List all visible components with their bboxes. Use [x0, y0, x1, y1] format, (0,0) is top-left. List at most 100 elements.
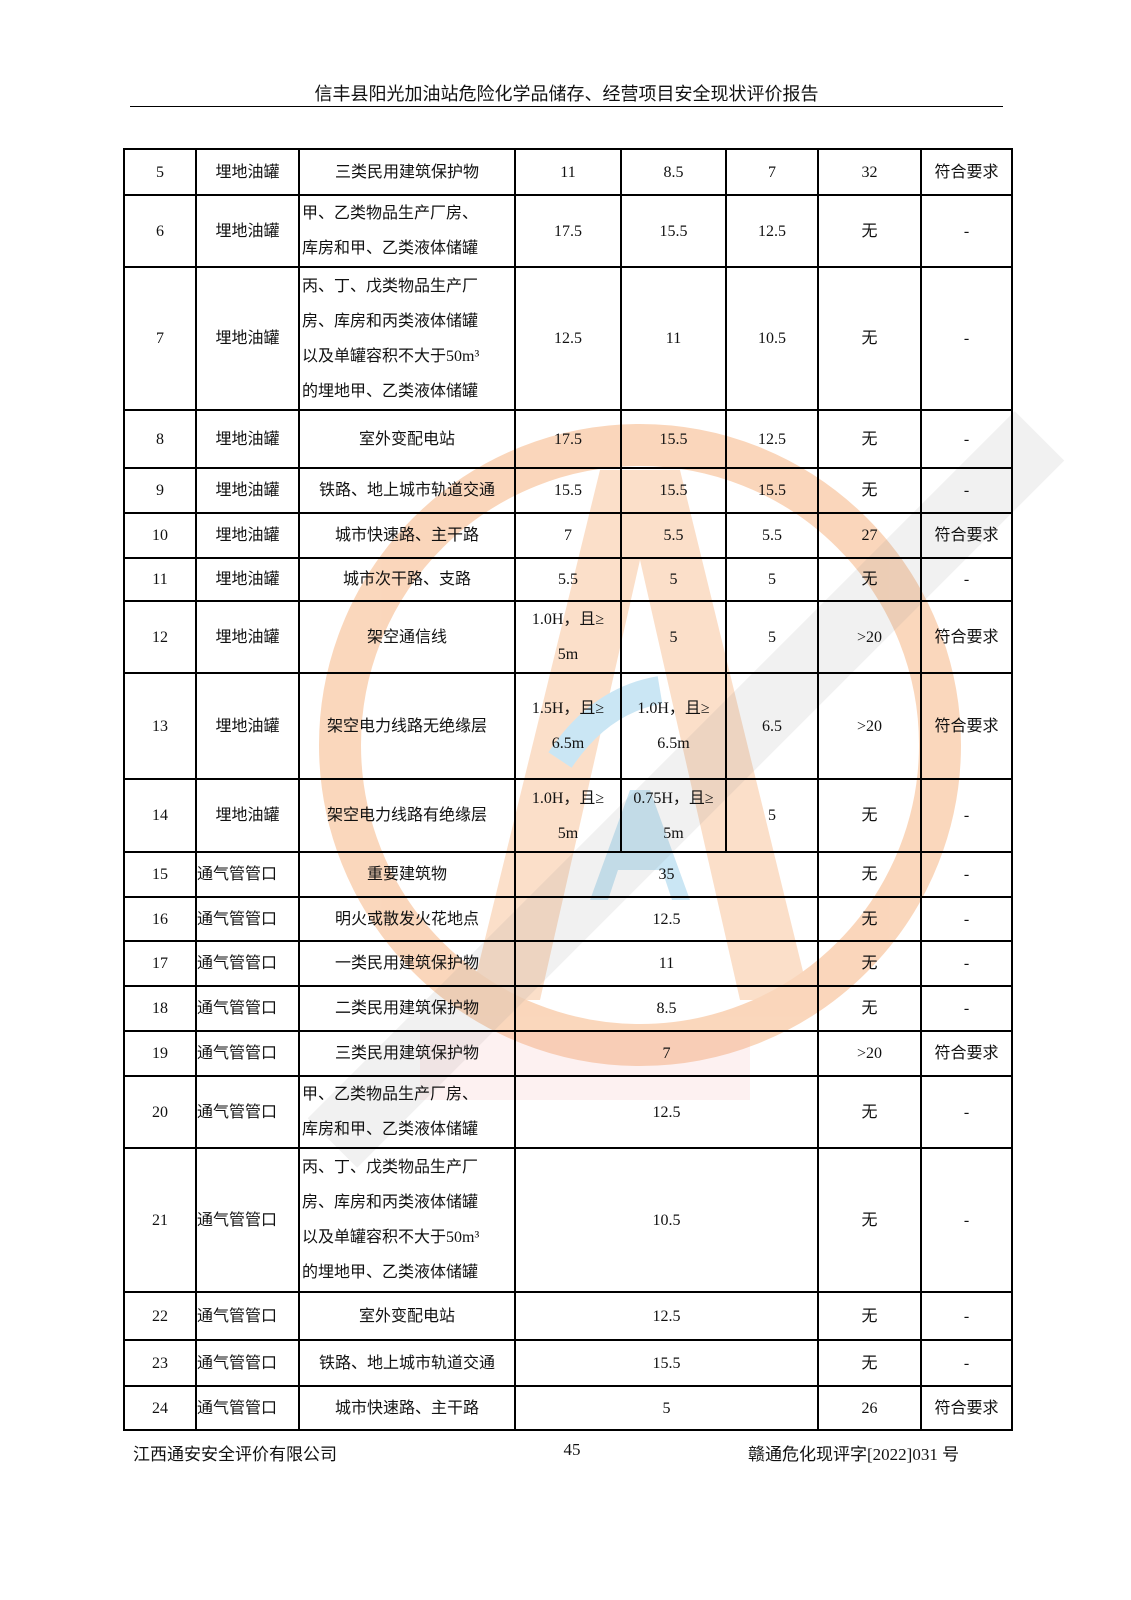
- table-row: 22 通气管管口 室外变配电站 12.5 无 -: [123, 1291, 1013, 1341]
- cell-line: 11: [665, 330, 682, 347]
- required-distance-2: 5.5: [620, 512, 727, 559]
- cell-line: 一类民用建筑保护物: [334, 955, 479, 972]
- nearby-object: 丙、丁、戊类物品生产厂 房、库房和丙类液体储罐 以及单罐容积不大于50m³ 的埋地甲、…: [298, 266, 516, 411]
- table-row: 20 通气管管口 甲、乙类物品生产厂房、 库房和甲、乙类液体储罐 12.5 无 -: [123, 1075, 1013, 1149]
- row-number: 5: [123, 148, 197, 196]
- cell-line: 铁路、地上城市轨道交通: [318, 1354, 495, 1372]
- cell-line: 5m: [557, 824, 579, 842]
- table-row: 6 埋地油罐 甲、乙类物品生产厂房、 库房和甲、乙类液体储罐 17.5 15.5 12.5 无…: [123, 194, 1013, 268]
- header-divider: [130, 106, 1003, 107]
- required-distance-1: 17.5: [514, 194, 622, 268]
- cell-line: 明火或散发火花地点: [334, 910, 479, 928]
- cell-line: 5.5: [663, 527, 684, 544]
- cell-line: 7: [564, 527, 572, 544]
- cell-line: 丙、丁、戊类物品生产厂: [302, 1159, 479, 1176]
- required-distance-2: 1.0H，且≥ 6.5m: [620, 672, 727, 780]
- result: -: [920, 467, 1013, 514]
- cell-line: 的埋地甲、乙类液体储罐: [302, 1264, 479, 1281]
- page-header-title: 信丰县阳光加油站危险化学品储存、经营项目安全现状评价报告: [314, 84, 819, 104]
- cell-line: 7: [768, 163, 776, 181]
- required-distance-2: 5: [620, 600, 727, 674]
- required-distance-3: 5: [725, 557, 819, 602]
- row-number: 7: [123, 266, 197, 411]
- cell-line: 架空电力线路无绝缘层: [326, 717, 487, 735]
- actual-distance: 无: [817, 194, 922, 268]
- actual-distance: >20: [817, 672, 922, 780]
- table-row: 17 通气管管口 一类民用建筑保护物 11 无 -: [123, 940, 1013, 987]
- actual-distance: 无: [817, 851, 922, 898]
- required-distance-3: 5: [725, 600, 819, 674]
- nearby-object: 室外变配电站: [298, 409, 516, 469]
- table-row: 7 埋地油罐 丙、丁、戊类物品生产厂 房、库房和丙类液体储罐 以及单罐容积不大于50m³…: [123, 266, 1013, 411]
- nearby-object: 重要建筑物: [298, 851, 516, 898]
- required-distance-2: 15.5: [620, 467, 727, 514]
- cell-line: 5m: [557, 646, 579, 663]
- cell-line: 1.5H，且≥: [531, 700, 605, 717]
- required-distance-3: 12.5: [725, 194, 819, 268]
- required-distance-3: 15.5: [725, 467, 819, 514]
- required-distance-3: 7: [725, 148, 819, 196]
- required-distance-1: 1.5H，且≥ 6.5m: [514, 672, 622, 780]
- table-row: 18 通气管管口 二类民用建筑保护物 8.5 无 -: [123, 985, 1013, 1032]
- row-number: 13: [123, 672, 197, 780]
- actual-distance: 无: [817, 1075, 922, 1149]
- cell-line: 三类民用建筑保护物: [334, 1045, 479, 1062]
- result: -: [920, 1147, 1013, 1293]
- required-distance: 8.5: [514, 985, 819, 1032]
- cell-line: 15.5: [659, 430, 688, 448]
- actual-distance: >20: [817, 600, 922, 674]
- result: -: [920, 1075, 1013, 1149]
- cell-line: 城市快速路、主干路: [334, 1399, 479, 1417]
- result: 符合要求: [920, 1385, 1013, 1431]
- row-number: 18: [123, 985, 197, 1032]
- cell-line: 15.5: [554, 482, 582, 499]
- required-distance-1: 1.0H，且≥ 5m: [514, 778, 622, 853]
- cell-line: 12.5: [758, 430, 786, 448]
- cell-line: 架空电力线路有绝缘层: [326, 807, 487, 824]
- safety-distance-table: 5 埋地油罐 三类民用建筑保护物 11 8.5 7 32 符合要求 6 埋地油罐 甲、乙类物品生产厂…: [123, 148, 1013, 1431]
- cell-line: 15.5: [659, 482, 688, 499]
- nearby-object: 丙、丁、戊类物品生产厂 房、库房和丙类液体储罐 以及单罐容积不大于50m³ 的埋地甲、…: [298, 1147, 516, 1293]
- facility-type: 埋地油罐: [195, 600, 300, 674]
- required-distance: 12.5: [514, 1075, 819, 1149]
- nearby-object: 架空通信线: [298, 600, 516, 674]
- required-distance-1: 1.0H，且≥ 5m: [514, 600, 622, 674]
- actual-distance: 无: [817, 557, 922, 602]
- cell-line: 以及单罐容积不大于50m³: [302, 1229, 480, 1246]
- result: -: [920, 896, 1013, 942]
- cell-line: 15.5: [758, 482, 786, 499]
- nearby-object: 架空电力线路有绝缘层: [298, 778, 516, 853]
- facility-type: 通气管管口: [195, 940, 300, 987]
- cell-line: 1.0H，且≥: [531, 789, 605, 807]
- nearby-object: 明火或散发火花地点: [298, 896, 516, 942]
- cell-line: 5m: [663, 824, 684, 842]
- cell-line: 室外变配电站: [358, 1307, 455, 1325]
- facility-type: 埋地油罐: [195, 512, 300, 559]
- nearby-object: 城市快速路、主干路: [298, 512, 516, 559]
- required-distance-2: 5: [620, 557, 727, 602]
- result: 符合要求: [920, 672, 1013, 780]
- cell-line: 12.5: [758, 222, 786, 240]
- facility-type: 埋地油罐: [195, 194, 300, 268]
- table-row: 14 埋地油罐 架空电力线路有绝缘层 1.0H，且≥ 5m 0.75H，且≥ 5m 5 无 -: [123, 778, 1013, 853]
- actual-distance: 无: [817, 266, 922, 411]
- row-number: 24: [123, 1385, 197, 1431]
- required-distance-3: 6.5: [725, 672, 819, 780]
- cell-line: 17.5: [554, 430, 582, 448]
- cell-line: 以及单罐容积不大于50m³: [302, 347, 480, 365]
- facility-type: 埋地油罐: [195, 672, 300, 780]
- footer-company: 江西通安安全评价有限公司: [133, 1445, 337, 1464]
- table-row: 21 通气管管口 丙、丁、戊类物品生产厂 房、库房和丙类液体储罐 以及单罐容积不大于50…: [123, 1147, 1013, 1293]
- facility-type: 埋地油罐: [195, 148, 300, 196]
- actual-distance: 无: [817, 1147, 922, 1293]
- cell-line: 架空通信线: [366, 628, 447, 646]
- cell-line: 5: [669, 571, 678, 588]
- required-distance-3: 5: [725, 778, 819, 853]
- nearby-object: 甲、乙类物品生产厂房、 库房和甲、乙类液体储罐: [298, 194, 516, 268]
- cell-line: 甲、乙类物品生产厂房、: [302, 205, 479, 222]
- cell-line: 5: [669, 628, 678, 646]
- result: 符合要求: [920, 512, 1013, 559]
- actual-distance: 无: [817, 1291, 922, 1341]
- required-distance-1: 17.5: [514, 409, 622, 469]
- footer-doc-number: 赣通危化现评字[2022]031 号: [748, 1445, 960, 1464]
